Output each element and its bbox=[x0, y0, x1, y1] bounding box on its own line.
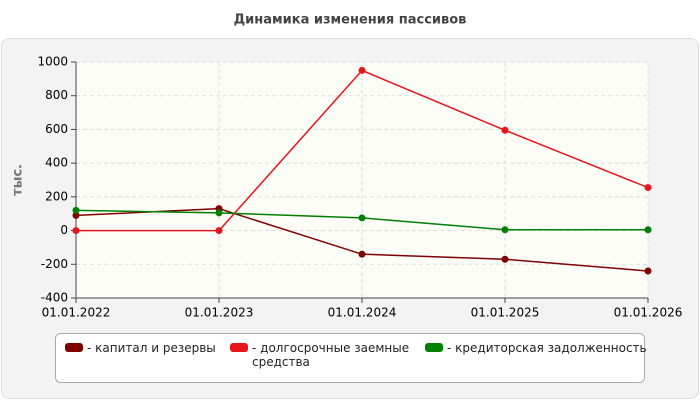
point bbox=[501, 255, 509, 263]
x-tick-label: 01.01.2026 bbox=[614, 306, 683, 320]
point bbox=[501, 126, 509, 134]
y-tick-label: 800 bbox=[45, 88, 68, 102]
chart-title: Динамика изменения пассивов bbox=[234, 13, 467, 28]
y-tick-label: -400 bbox=[41, 291, 68, 305]
point bbox=[72, 227, 80, 235]
legend-label: - кредиторская задолженность bbox=[447, 341, 647, 355]
legend-swatch bbox=[425, 343, 443, 352]
legend-box bbox=[55, 333, 645, 383]
x-tick-label: 01.01.2025 bbox=[471, 306, 540, 320]
point bbox=[358, 214, 366, 222]
point bbox=[358, 66, 366, 74]
point bbox=[72, 206, 80, 214]
y-tick-label: 1000 bbox=[37, 55, 68, 69]
x-tick-label: 01.01.2023 bbox=[185, 306, 254, 320]
y-tick-label: 200 bbox=[45, 189, 68, 203]
y-tick-label: 400 bbox=[45, 156, 68, 170]
legend-label: - капитал и резервы bbox=[87, 341, 216, 355]
point bbox=[215, 209, 223, 217]
y-axis-label: тыс. bbox=[11, 164, 26, 196]
legend-swatch bbox=[65, 343, 83, 352]
legend-swatch bbox=[230, 343, 248, 352]
point bbox=[215, 227, 223, 235]
point bbox=[72, 211, 80, 219]
point bbox=[644, 184, 652, 192]
y-tick-label: 600 bbox=[45, 122, 68, 136]
y-tick-label: 0 bbox=[60, 223, 68, 237]
legend-label: - долгосрочные заемные средства bbox=[252, 341, 410, 369]
point bbox=[358, 250, 366, 258]
x-tick-label: 01.01.2022 bbox=[42, 306, 111, 320]
point bbox=[644, 267, 652, 275]
y-tick-label: -200 bbox=[41, 257, 68, 271]
x-tick-label: 01.01.2024 bbox=[328, 306, 397, 320]
point bbox=[501, 226, 509, 234]
point bbox=[644, 226, 652, 234]
